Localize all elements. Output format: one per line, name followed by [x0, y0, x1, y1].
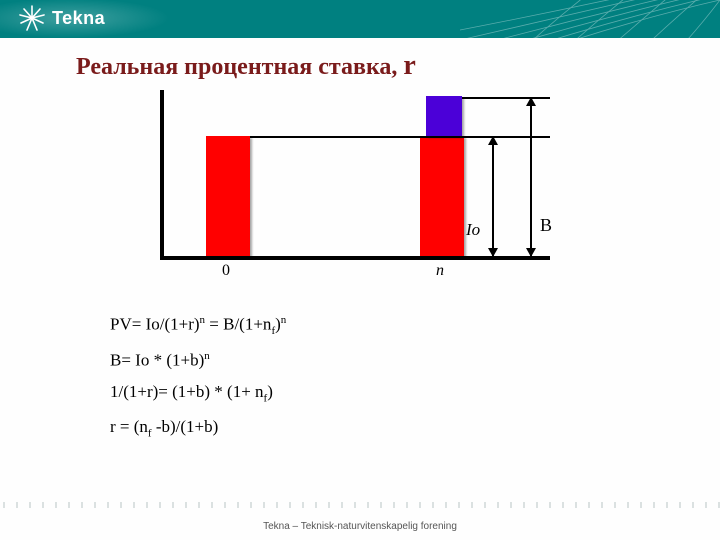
arrow-b-up	[526, 97, 536, 106]
brand-mark-icon	[18, 4, 46, 32]
label-zero: 0	[222, 262, 230, 280]
arrow-io-up	[488, 136, 498, 145]
formula-1: PV= Io/(1+r)n = B/(1+nf)n	[110, 315, 286, 337]
footer-text: Tekna – Teknisk-naturvitenskapelig foren…	[0, 521, 720, 532]
axis-y	[160, 90, 164, 260]
reference-line-io	[250, 136, 550, 138]
label-b: B	[540, 215, 552, 236]
slide-title: Реальная процентная ставка, r	[76, 50, 416, 82]
arrow-b-line	[530, 99, 532, 256]
formula-3: 1/(1+r)= (1+b) * (1+ nf)	[110, 383, 286, 404]
arrow-b-down	[526, 248, 536, 257]
arrow-io-down	[488, 248, 498, 257]
chart-area: Io B 0 n	[160, 90, 560, 280]
bar-delta-b	[426, 96, 462, 136]
footer-ticks	[0, 502, 720, 512]
banner-mesh-icon	[460, 0, 720, 90]
top-banner: Tekna	[0, 0, 720, 38]
bar-io-0	[206, 136, 250, 256]
formula-4: r = (nf -b)/(1+b)	[110, 418, 286, 439]
reference-line-b	[462, 97, 550, 99]
formula-2: B= Io * (1+b)n	[110, 351, 286, 369]
slide-title-text: Реальная процентная ставка,	[76, 54, 397, 80]
slide-title-var: r	[403, 50, 415, 81]
bar-io-n	[420, 136, 464, 256]
arrow-io-line	[492, 138, 494, 256]
brand-logo: Tekna	[18, 4, 105, 32]
label-io: Io	[466, 220, 480, 240]
label-n: n	[436, 262, 444, 280]
formula-block: PV= Io/(1+r)n = B/(1+nf)n B= Io * (1+b)n…	[110, 315, 286, 453]
brand-name: Tekna	[52, 8, 105, 29]
